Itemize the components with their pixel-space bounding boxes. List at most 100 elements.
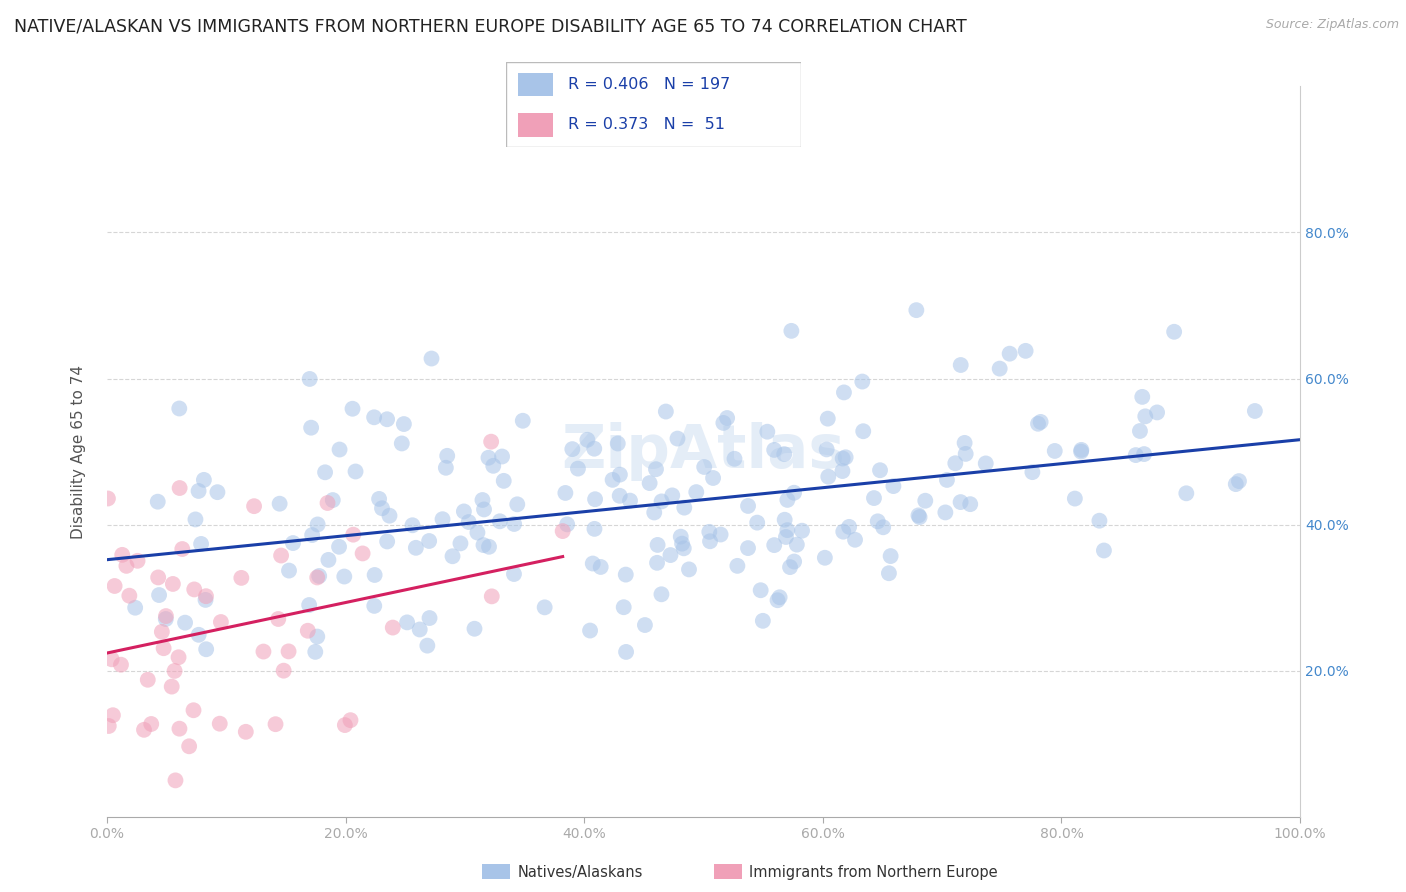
Point — [838, 520, 860, 534]
Point — [267, 612, 290, 626]
Point — [614, 567, 637, 582]
Point — [877, 566, 900, 581]
Point — [333, 718, 356, 732]
Point — [503, 567, 526, 582]
Bar — [713, 863, 742, 880]
Point — [162, 577, 184, 591]
Point — [776, 492, 799, 507]
Point — [301, 528, 323, 542]
Point — [150, 624, 173, 639]
Point — [297, 624, 319, 638]
Point — [371, 501, 394, 516]
Point — [815, 442, 838, 457]
Point — [561, 442, 583, 456]
Point — [363, 568, 385, 582]
Point — [697, 524, 720, 539]
Point — [375, 534, 398, 549]
Point — [613, 600, 636, 615]
Point — [606, 436, 628, 450]
Point — [472, 538, 495, 552]
Point — [634, 618, 657, 632]
Point — [396, 615, 419, 630]
Point — [533, 600, 555, 615]
Point — [775, 530, 797, 544]
Point — [710, 527, 733, 541]
Point — [882, 479, 904, 493]
Point — [195, 642, 218, 657]
Point — [737, 541, 759, 555]
Point — [711, 416, 734, 430]
Point — [988, 361, 1011, 376]
Point — [1146, 405, 1168, 419]
Point — [699, 534, 721, 549]
Point — [650, 587, 672, 601]
Point — [160, 680, 183, 694]
Point — [602, 473, 624, 487]
Point — [277, 644, 299, 658]
Point — [127, 554, 149, 568]
Point — [678, 562, 700, 576]
Point — [391, 436, 413, 450]
Point — [614, 645, 637, 659]
Point — [756, 425, 779, 439]
Point — [672, 541, 695, 556]
Point — [453, 504, 475, 518]
Point — [363, 410, 385, 425]
Point — [763, 442, 786, 457]
Point — [270, 549, 292, 563]
Point — [506, 497, 529, 511]
Point — [576, 433, 599, 447]
Point — [209, 615, 232, 629]
Point — [97, 491, 120, 506]
Point — [832, 524, 855, 539]
Point — [195, 589, 218, 603]
Point — [318, 553, 340, 567]
Point — [1133, 447, 1156, 461]
Point — [100, 652, 122, 666]
Point — [671, 536, 693, 550]
Point — [316, 496, 339, 510]
Point — [783, 555, 806, 569]
Point — [905, 303, 928, 318]
Point — [879, 549, 901, 563]
Point — [583, 442, 606, 456]
Point — [333, 569, 356, 583]
Point — [179, 739, 201, 754]
Point — [169, 481, 191, 495]
Point — [416, 639, 439, 653]
Point — [375, 412, 398, 426]
Point — [434, 460, 457, 475]
Point — [779, 560, 801, 574]
Point — [269, 497, 291, 511]
Point — [491, 450, 513, 464]
Point — [647, 538, 669, 552]
Point — [281, 536, 304, 550]
Point — [737, 499, 759, 513]
Point — [172, 542, 194, 557]
Point — [436, 449, 458, 463]
Point — [844, 533, 866, 547]
Point — [503, 516, 526, 531]
Point — [472, 502, 495, 516]
Point — [1063, 491, 1085, 506]
Point — [769, 591, 792, 605]
Point — [148, 588, 170, 602]
Point — [304, 645, 326, 659]
Point — [914, 493, 936, 508]
Point — [187, 628, 209, 642]
Point — [661, 488, 683, 502]
Point — [441, 549, 464, 564]
Point — [193, 473, 215, 487]
Text: Natives/Alaskans: Natives/Alaskans — [517, 865, 643, 880]
Point — [1092, 543, 1115, 558]
Point — [183, 582, 205, 597]
Point — [457, 515, 479, 529]
Point — [555, 517, 578, 532]
Point — [863, 491, 886, 505]
Point — [651, 494, 673, 508]
Point — [1014, 343, 1036, 358]
Point — [308, 569, 330, 583]
Point — [405, 541, 427, 555]
Point — [579, 624, 602, 638]
Point — [831, 464, 853, 478]
